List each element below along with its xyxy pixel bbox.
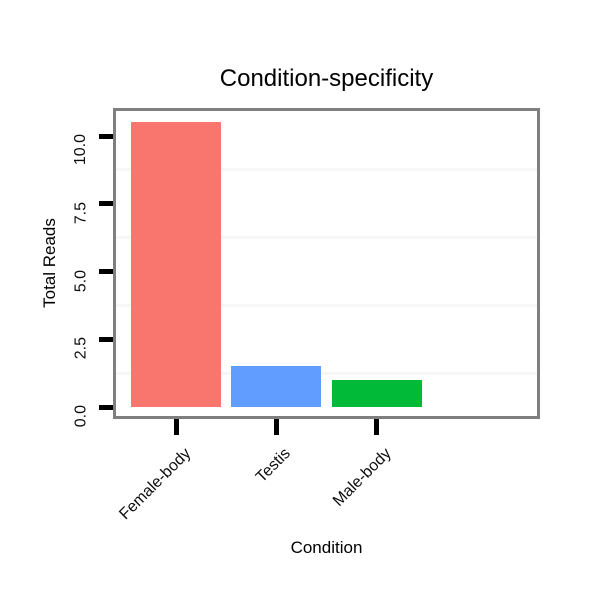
bar-testis bbox=[231, 366, 322, 407]
y-tick-label: 2.5 bbox=[72, 337, 89, 360]
x-tick-label-testis: Testis bbox=[253, 445, 295, 486]
minor-gridline bbox=[116, 236, 537, 240]
y-tick bbox=[99, 201, 113, 207]
y-tick-label: 10.0 bbox=[72, 134, 89, 166]
y-tick-label: 5.0 bbox=[72, 269, 89, 292]
x-tick bbox=[374, 419, 380, 435]
y-tick bbox=[99, 336, 113, 342]
y-tick bbox=[99, 269, 113, 274]
chart-title: Condition-specificity bbox=[219, 65, 434, 92]
bar-male-body bbox=[331, 379, 422, 407]
minor-gridline bbox=[116, 168, 537, 172]
x-tick bbox=[173, 419, 179, 435]
y-tick bbox=[99, 133, 113, 139]
y-tick-label: 7.5 bbox=[72, 201, 89, 224]
minor-gridline bbox=[116, 303, 537, 307]
plot-panel bbox=[113, 108, 540, 419]
x-axis-title: Condition bbox=[290, 538, 363, 557]
x-tick-label-male-body: Male-body bbox=[329, 445, 395, 510]
bar-female-body bbox=[131, 122, 222, 407]
y-tick-label: 0.0 bbox=[72, 405, 89, 428]
x-tick-label-female-body: Female-body bbox=[116, 445, 195, 524]
x-tick bbox=[273, 419, 279, 435]
y-axis-title: Total Reads bbox=[40, 218, 59, 308]
minor-gridline bbox=[116, 371, 537, 375]
y-tick bbox=[99, 404, 113, 410]
